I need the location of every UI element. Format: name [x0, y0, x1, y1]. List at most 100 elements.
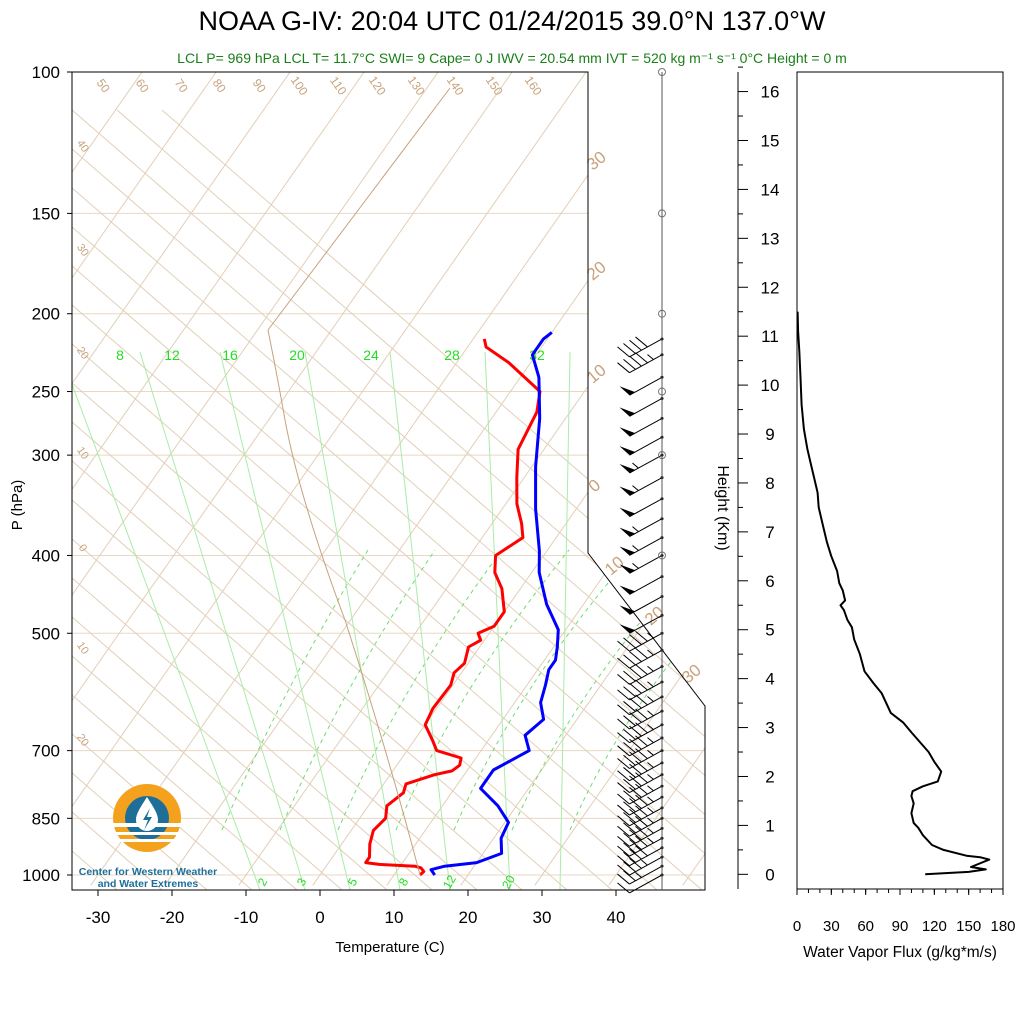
- wind-barb-flag: [635, 815, 648, 827]
- series-line-dewpoint: [429, 331, 560, 876]
- height-tick-label: 12: [761, 278, 780, 297]
- wind-barb-flag: [623, 670, 636, 682]
- wind-barb-flag: [617, 657, 630, 669]
- mixing-ratio-bottom-label: 5: [345, 875, 361, 888]
- dry-adiabat-line: [72, 109, 705, 890]
- dry-adiabat-line: [72, 109, 705, 890]
- wind-barb-flag: [629, 848, 642, 860]
- wind-barb-flag: [623, 715, 636, 727]
- mixing-ratio-label: 20: [289, 347, 305, 363]
- dry-adiabat-line: [72, 109, 433, 890]
- isotherm-line: [238, 72, 705, 886]
- x-tick-label: 40: [607, 908, 626, 927]
- isotherm-line: [682, 72, 705, 886]
- wind-barb-flag: [617, 689, 630, 701]
- wind-barb-half-flag: [641, 859, 648, 866]
- mixing-ratio-bottom-label: 12: [440, 872, 459, 891]
- flux-x-tick-label: 30: [823, 918, 840, 935]
- skewt-grid-lines: [0, 72, 705, 890]
- wind-barb-flag: [629, 339, 642, 351]
- wind-barb: [617, 805, 664, 827]
- wind-barb-flag: [617, 362, 630, 374]
- wind-barb-staff: [629, 710, 663, 730]
- wind-barb-flag: [635, 647, 648, 659]
- height-tick-label: 11: [761, 327, 779, 346]
- wind-barb-flag: [629, 682, 642, 694]
- isotherm-line: [72, 72, 143, 886]
- mixing-ratio-line: [304, 351, 401, 890]
- wind-barb-staff: [629, 724, 663, 744]
- wind-barb-staff: [629, 666, 663, 685]
- wind-barb-pennant: [619, 386, 636, 396]
- wind-barb-pennant: [619, 546, 636, 556]
- wind-barb-flag: [617, 346, 630, 358]
- dry-adiabat-line: [72, 109, 658, 890]
- wind-barb-staff: [629, 785, 663, 805]
- wind-barb-flag: [635, 679, 648, 691]
- mixing-ratio-line: [219, 351, 351, 890]
- wind-barb-half-flag: [632, 545, 639, 551]
- y-tick-label: 250: [32, 383, 60, 402]
- isotherm-line: [72, 72, 513, 886]
- height-tick-label: 1: [765, 816, 774, 835]
- wind-barb-flag: [629, 839, 642, 850]
- wind-barb-staff: [629, 807, 663, 827]
- moist-adiabat-line: [337, 549, 503, 831]
- wind-barb-pennant: [619, 507, 636, 517]
- wind-barb-staff: [629, 827, 663, 847]
- wind-barb-flag: [629, 738, 642, 750]
- x-tick-label: 0: [315, 908, 324, 927]
- dry-adiabat-line: [72, 109, 523, 890]
- cw3e-logo: [110, 784, 184, 852]
- wind-barb-flag: [617, 815, 630, 827]
- wind-barb-flag: [617, 793, 630, 805]
- wind-barb-half-flag: [647, 837, 654, 844]
- wind-barb-half-flag: [647, 649, 654, 656]
- x-tick-label: -20: [160, 908, 185, 927]
- isotherm-label: 20: [74, 345, 91, 362]
- wind-barb-staff: [629, 837, 663, 857]
- wind-barb-staff: [629, 632, 663, 652]
- mixing-ratio-bottom-label: 2: [255, 875, 271, 888]
- isotherm-label: 160: [522, 73, 545, 98]
- wind-barb-pennant: [619, 624, 636, 634]
- wind-barb-flag: [617, 864, 630, 876]
- skew-label: 30: [583, 147, 610, 174]
- height-tick-label: 7: [765, 523, 774, 542]
- wind-barb: [617, 748, 664, 769]
- wind-barb-flag: [635, 805, 648, 817]
- wind-barb-half-flag: [647, 807, 654, 813]
- wind-barb-staff: [629, 865, 663, 885]
- isotherm-label: 60: [133, 76, 152, 95]
- wind-barb-flag: [635, 835, 648, 847]
- wind-barb-flag: [617, 640, 630, 652]
- dry-adiabat-line: [72, 109, 388, 890]
- height-axis-label: Height (Km): [714, 465, 731, 550]
- wind-barb-half-flag: [647, 354, 654, 360]
- wind-barb-flag: [623, 767, 636, 778]
- wind-barb-flag: [629, 808, 642, 820]
- wind-barb-flag: [635, 336, 648, 348]
- wind-barb-staff: [629, 338, 663, 358]
- wind-barb-flag: [635, 352, 648, 364]
- wind-barb-flag: [617, 758, 630, 769]
- wind-barb-flag: [623, 359, 636, 370]
- isotherm-line: [0, 72, 68, 885]
- x-tick-label: -10: [234, 908, 259, 927]
- wind-barb-half-flag: [647, 762, 654, 768]
- isotherm-line: [608, 72, 705, 886]
- isotherm-line: [72, 72, 291, 886]
- dry-adiabat-line: [72, 109, 208, 890]
- wind-barb-flag: [617, 718, 630, 730]
- height-tick-label: 3: [765, 719, 774, 738]
- skew-label: 30: [678, 660, 705, 687]
- mixing-ratio-line: [389, 351, 451, 890]
- series-line-temperature: [364, 338, 542, 877]
- wind-barb-flag: [635, 735, 648, 747]
- isotherm-label: 150: [483, 73, 506, 98]
- wind-barb-flag: [617, 855, 630, 867]
- wind-barb-flag: [623, 654, 636, 666]
- wind-barb: [617, 352, 664, 374]
- isotherm-line: [386, 72, 705, 886]
